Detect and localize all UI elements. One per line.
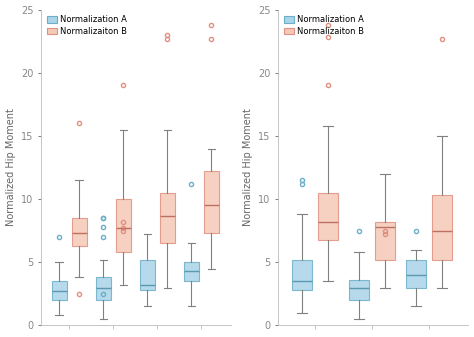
PathPatch shape (349, 280, 369, 300)
Legend: Normalization A, Normalizaiton B: Normalization A, Normalizaiton B (283, 14, 366, 37)
Y-axis label: Normalized Hip Moment: Normalized Hip Moment (243, 109, 253, 226)
PathPatch shape (116, 199, 131, 252)
PathPatch shape (406, 260, 426, 287)
PathPatch shape (432, 195, 452, 260)
PathPatch shape (184, 262, 199, 281)
Legend: Normalization A, Normalizaiton B: Normalization A, Normalizaiton B (46, 14, 129, 37)
PathPatch shape (292, 260, 311, 290)
PathPatch shape (375, 222, 395, 260)
PathPatch shape (160, 193, 175, 243)
PathPatch shape (72, 218, 87, 246)
PathPatch shape (140, 260, 155, 290)
Y-axis label: Normalized Hip Moment: Normalized Hip Moment (6, 109, 16, 226)
PathPatch shape (318, 193, 337, 240)
PathPatch shape (204, 171, 219, 233)
PathPatch shape (52, 281, 67, 300)
PathPatch shape (96, 277, 111, 300)
